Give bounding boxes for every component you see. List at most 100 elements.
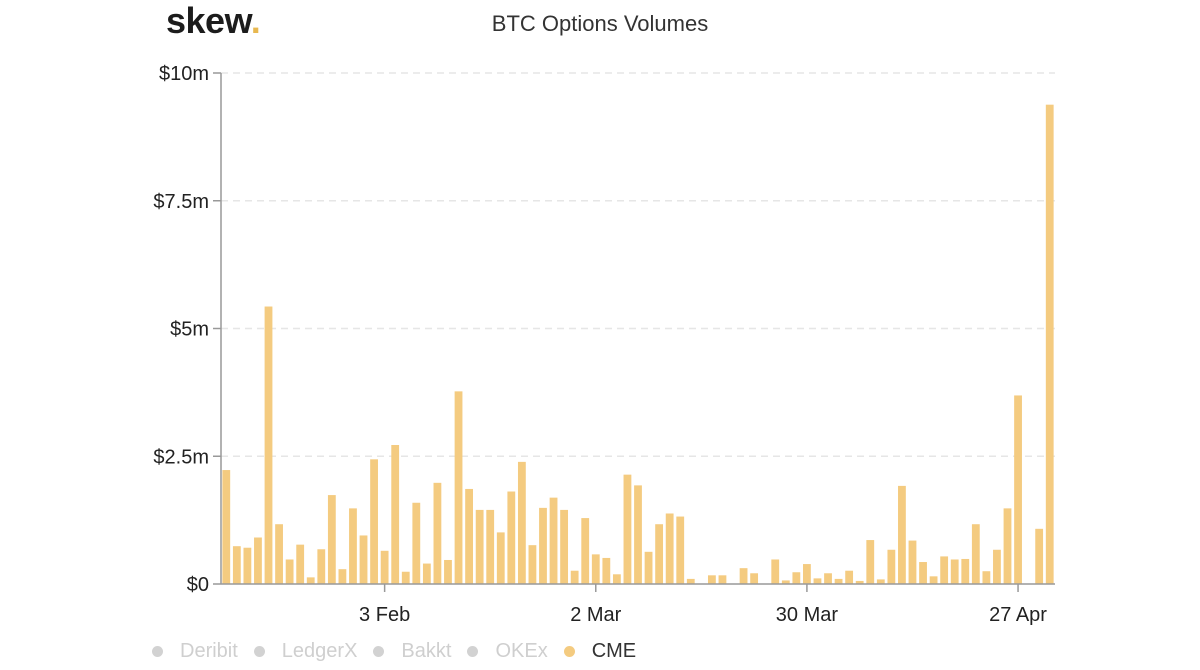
legend-label: Deribit	[180, 639, 238, 662]
bar[interactable]	[528, 545, 537, 584]
bar[interactable]	[824, 573, 832, 584]
bar[interactable]	[771, 559, 780, 584]
bar[interactable]	[391, 445, 400, 584]
x-axis-ticks: 3 Feb 2 Mar 30 Mar 27 Apr	[359, 584, 1047, 626]
bar[interactable]	[1003, 508, 1012, 584]
bar[interactable]	[222, 470, 231, 584]
bar[interactable]	[359, 535, 368, 584]
bar[interactable]	[686, 578, 695, 584]
bar[interactable]	[1014, 395, 1022, 584]
bar[interactable]	[517, 461, 526, 584]
logo-text: skew	[166, 0, 251, 41]
bar[interactable]	[612, 574, 621, 584]
bar[interactable]	[370, 459, 378, 584]
bar[interactable]	[718, 575, 727, 584]
logo-dot: .	[250, 0, 261, 41]
bar[interactable]	[327, 495, 336, 584]
bar[interactable]	[792, 572, 801, 584]
bar[interactable]	[898, 485, 906, 584]
bar[interactable]	[781, 580, 790, 584]
bar[interactable]	[750, 573, 759, 584]
skew-logo: skew.	[166, 0, 261, 42]
bar[interactable]	[317, 549, 326, 584]
bar[interactable]	[929, 576, 938, 584]
legend-item-ledgerx[interactable]: LedgerX	[253, 640, 357, 663]
bar[interactable]	[254, 537, 262, 584]
legend-item-bakkt[interactable]: Bakkt	[373, 640, 451, 663]
bar[interactable]	[1045, 104, 1054, 584]
legend-item-okex[interactable]: OKEx	[467, 639, 548, 663]
bar[interactable]	[570, 570, 579, 584]
bar[interactable]	[961, 558, 970, 584]
bar[interactable]	[306, 577, 315, 584]
bar[interactable]	[507, 491, 516, 584]
y-axis-ticks: $0 $2.5m $5m $7.5m $10m	[153, 63, 221, 596]
bar[interactable]	[380, 550, 389, 584]
chart-title: BTC Options Volumes	[491, 11, 709, 36]
bar[interactable]	[971, 524, 980, 584]
bar[interactable]	[676, 516, 685, 584]
bar[interactable]	[232, 546, 241, 584]
bar[interactable]	[454, 391, 463, 584]
bar[interactable]	[845, 570, 854, 584]
bar[interactable]	[539, 507, 547, 584]
bar[interactable]	[940, 556, 949, 584]
bar[interactable]	[665, 513, 674, 584]
bar[interactable]	[1035, 528, 1044, 584]
bar[interactable]	[264, 306, 273, 584]
bar[interactable]	[982, 571, 991, 584]
x-tick-label: 27 Apr	[989, 604, 1047, 626]
bar[interactable]	[243, 547, 252, 584]
bar[interactable]	[644, 551, 653, 584]
bar[interactable]	[908, 540, 917, 584]
y-tick-label: $0	[187, 574, 209, 596]
bar[interactable]	[887, 549, 896, 584]
bar[interactable]	[707, 575, 716, 584]
bar[interactable]	[855, 580, 864, 584]
bar[interactable]	[465, 488, 473, 584]
bar[interactable]	[993, 549, 1001, 584]
legend-dot-icon	[467, 645, 479, 657]
legend: Deribit LedgerX Bakkt OKEx CME	[152, 638, 652, 664]
grid-lines	[221, 72, 1055, 457]
bar[interactable]	[739, 568, 748, 584]
legend-dot-icon	[563, 645, 575, 657]
bar[interactable]	[560, 509, 569, 584]
bar[interactable]	[475, 509, 484, 584]
bar[interactable]	[422, 563, 431, 584]
bar[interactable]	[591, 554, 600, 584]
bar[interactable]	[950, 559, 959, 584]
bar[interactable]	[876, 579, 885, 584]
bar[interactable]	[275, 524, 283, 584]
bar[interactable]	[285, 559, 294, 584]
bar[interactable]	[486, 509, 495, 584]
legend-dot-icon	[152, 645, 163, 657]
bar[interactable]	[581, 518, 590, 584]
bar[interactable]	[623, 474, 632, 584]
y-tick-label: $5m	[170, 319, 209, 341]
bar[interactable]	[338, 569, 347, 584]
legend-item-deribit[interactable]: Deribit	[152, 640, 238, 663]
bar[interactable]	[834, 578, 843, 584]
bar[interactable]	[655, 524, 664, 584]
bar[interactable]	[401, 571, 410, 584]
bar[interactable]	[349, 508, 357, 584]
bar[interactable]	[296, 544, 305, 584]
legend-dot-icon	[253, 645, 265, 657]
bar[interactable]	[919, 562, 927, 584]
bar[interactable]	[803, 564, 811, 584]
legend-label: CME	[591, 639, 637, 662]
bar[interactable]	[602, 557, 611, 584]
bar[interactable]	[634, 485, 642, 584]
bar[interactable]	[433, 482, 442, 584]
bar[interactable]	[866, 540, 875, 584]
x-tick-label: 3 Feb	[359, 604, 410, 626]
legend-dot-icon	[373, 645, 385, 657]
legend-label: OKEx	[495, 639, 548, 662]
bar[interactable]	[496, 532, 505, 584]
bar[interactable]	[813, 578, 822, 584]
bar[interactable]	[444, 559, 452, 584]
bar[interactable]	[549, 497, 558, 584]
bar[interactable]	[412, 502, 421, 584]
legend-item-cme[interactable]: CME	[563, 639, 637, 663]
